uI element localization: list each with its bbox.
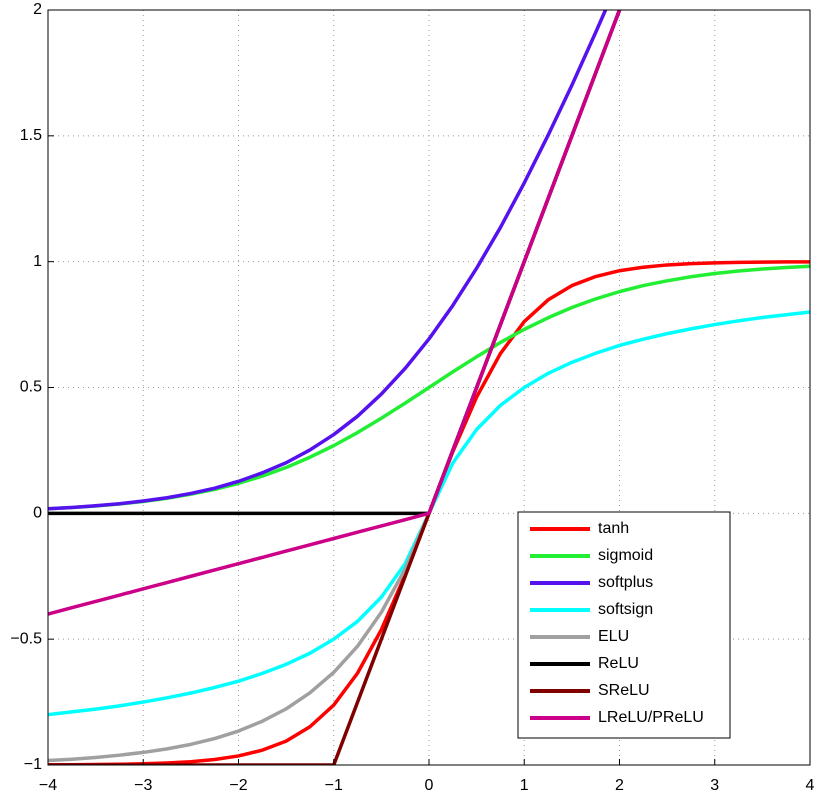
legend-label: ELU — [598, 628, 629, 645]
plot-area — [48, 10, 810, 765]
series-line — [48, 10, 622, 516]
legend-label: sigmoid — [598, 547, 653, 564]
legend: tanh sigmoid softplus softsign ELU ReLU SReLU L… — [517, 511, 731, 739]
x-tick-label: −3 — [134, 777, 152, 794]
x-tick-label: 1 — [520, 777, 529, 794]
y-tick-label: −0.5 — [10, 630, 42, 647]
y-tick-label: −1 — [24, 756, 42, 773]
x-tick-label: −2 — [229, 777, 247, 794]
x-tick-label: −1 — [325, 777, 343, 794]
series-line — [48, 10, 608, 511]
legend-label: tanh — [598, 520, 629, 537]
legend-label: SReLU — [598, 682, 650, 699]
legend-label: ReLU — [598, 655, 639, 672]
y-tick-label: 0 — [33, 505, 42, 522]
series-line — [48, 10, 622, 616]
y-tick-label: 1.5 — [20, 127, 42, 144]
x-tick-label: 3 — [710, 777, 719, 794]
legend-label: LReLU/PReLU — [598, 709, 704, 726]
x-tick-label: 4 — [806, 777, 815, 794]
x-tick-label: 2 — [615, 777, 624, 794]
x-tick-label: 0 — [425, 777, 434, 794]
legend-label: softplus — [598, 574, 653, 591]
y-tick-label: 0.5 — [20, 379, 42, 396]
y-tick-label: 2 — [33, 1, 42, 18]
series-line — [48, 264, 810, 511]
x-tick-label: −4 — [39, 777, 57, 794]
y-tick-label: 1 — [33, 253, 42, 270]
legend-box — [517, 511, 731, 739]
legend-label: softsign — [598, 601, 653, 618]
